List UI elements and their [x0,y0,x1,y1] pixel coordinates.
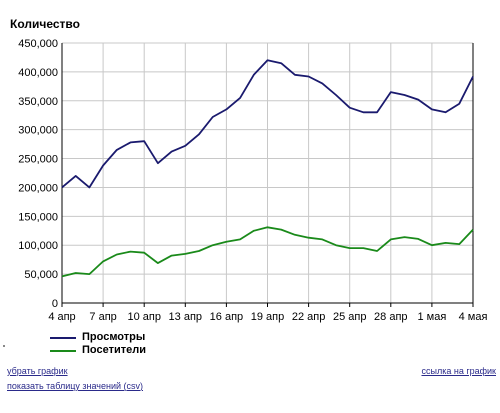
show-table-link[interactable]: показать таблицу значений (csv) [7,381,143,391]
csv-link[interactable]: csv [126,381,141,391]
axes [61,43,474,307]
show-table-prefix: показать таблицу значений ( [7,381,127,391]
y-tick-label: 150,000 [18,211,58,223]
y-tick-label: 400,000 [18,67,58,79]
legend-label-views: Просмотры [82,331,146,343]
y-tick-label: 0 [52,298,58,310]
legend-label-visitors: Посетители [82,344,146,356]
y-tick-label: 350,000 [18,96,58,108]
x-tick-label: 22 апр [292,311,325,323]
x-tick-label: 19 апр [251,311,284,323]
x-tick-label: 7 апр [89,311,116,323]
series-line-visitors [61,226,474,278]
y-tick-label: 250,000 [18,154,58,166]
series-line-views [61,59,474,189]
grid [62,42,473,303]
y-tick-label: 100,000 [18,240,58,252]
y-tick-label: 200,000 [18,182,58,194]
x-tick-labels: 4 апр 7 апр 10 апр 13 апр 16 апр 19 апр 22 апр… [48,311,487,323]
x-tick-label: 13 апр [169,311,202,323]
x-tick-label: 28 апр [374,311,407,323]
decorative-dot [3,345,5,347]
y-tick-label: 300,000 [18,125,58,137]
y-tick-label: 450,000 [18,38,58,50]
remove-chart-link[interactable]: убрать график [7,366,68,376]
legend-item-visitors: Посетители [50,344,146,357]
x-tick-label: 4 мая [459,311,488,323]
x-tick-label: 25 апр [333,311,366,323]
y-tick-labels: 0 50,000 100,000 150,000 200,000 250,000 300,0… [18,38,58,310]
series-lines [61,59,474,278]
legend: Просмотры Посетители [50,331,146,357]
show-table-suffix: ) [140,381,143,391]
line-chart: Количество 0 50,000 100,000 150,000 200,000 2… [10,17,487,323]
x-tick-label: 1 мая [417,311,446,323]
legend-item-views: Просмотры [50,331,146,344]
y-axis-label: Количество [10,17,80,31]
legend-swatch-views [50,336,76,339]
x-tick-label: 4 апр [48,311,75,323]
x-tick-label: 16 апр [210,311,243,323]
x-tick-label: 10 апр [127,311,160,323]
chart-link[interactable]: ссылка на график [421,366,496,376]
y-tick-label: 50,000 [24,269,58,281]
legend-swatch-visitors [50,349,76,352]
